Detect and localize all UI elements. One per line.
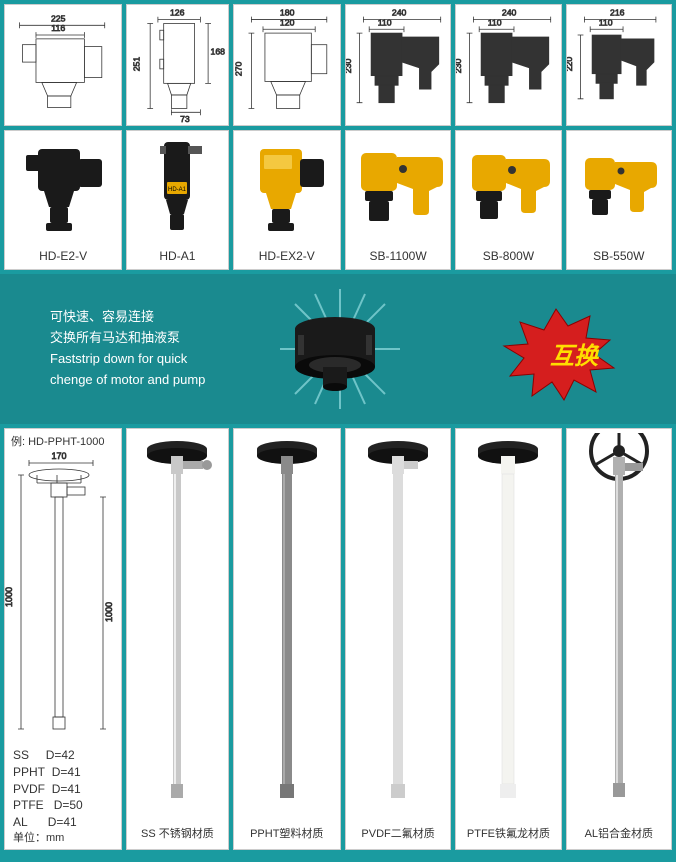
banner-line1: 可快速、容易连接 xyxy=(50,307,260,328)
svg-text:168: 168 xyxy=(211,46,226,56)
banner-text-block: 可快速、容易连接 交换所有马达和抽液泵 Faststrip down for q… xyxy=(0,307,260,390)
banner-line4: chenge of motor and pump xyxy=(50,370,260,391)
product-hd-ex2-v: HD-EX2-V xyxy=(233,130,341,270)
svg-text:180: 180 xyxy=(280,8,295,18)
svg-text:1000: 1000 xyxy=(5,587,14,607)
svg-text:73: 73 xyxy=(180,114,190,124)
svg-text:240: 240 xyxy=(502,8,517,18)
product-hd-a1: HD-A1 HD-A1 xyxy=(126,130,228,270)
banner-line2: 交换所有马达和抽液泵 xyxy=(50,328,260,349)
diagram-sb-550w: 216 110 220 xyxy=(566,4,672,126)
diagram-hd-ex2-v: 180 120 270 xyxy=(233,4,341,126)
material-label: PPHT塑料材质 xyxy=(250,817,323,849)
diagram-row: 225 116 126 73 xyxy=(0,0,676,126)
svg-text:HD-A1: HD-A1 xyxy=(168,187,187,193)
spec-diagram-cell: 例: HD-PPHT-1000 170 1000 1000 SS D=42 PP… xyxy=(4,428,122,850)
diagram-sb-800w: 240 110 230 xyxy=(455,4,561,126)
material-label: AL铝合金材质 xyxy=(585,817,653,849)
product-sb-800w: SB-800W xyxy=(455,130,561,270)
material-label: SS 不锈钢材质 xyxy=(141,817,214,849)
svg-text:120: 120 xyxy=(280,17,295,27)
tube-ppht: PPHT塑料材质 xyxy=(233,428,341,850)
interchange-banner: 可快速、容易连接 交换所有马达和抽液泵 Faststrip down for q… xyxy=(0,274,676,424)
coupling-icon xyxy=(280,309,390,394)
model-label: HD-A1 xyxy=(159,245,195,269)
star-label: 互换 xyxy=(550,336,598,371)
product-photo-row: HD-E2-V HD-A1 HD-A1 xyxy=(0,126,676,274)
svg-text:110: 110 xyxy=(378,17,392,27)
svg-text:116: 116 xyxy=(51,23,65,33)
spec-diameter-table: SS D=42 PPHT D=41 PVDF D=41 PTFE D=50 AL… xyxy=(13,747,83,831)
model-label: HD-E2-V xyxy=(39,245,87,269)
svg-text:1000: 1000 xyxy=(104,602,114,622)
diagram-hd-a1: 126 73 168 251 xyxy=(126,4,228,126)
product-sb-550w: SB-550W xyxy=(566,130,672,270)
model-label: SB-550W xyxy=(593,245,644,269)
model-label: HD-EX2-V xyxy=(259,245,315,269)
svg-text:230: 230 xyxy=(346,59,353,74)
material-label: PTFE铁氟龙材质 xyxy=(467,817,550,849)
svg-text:110: 110 xyxy=(598,17,612,27)
svg-text:220: 220 xyxy=(567,57,574,72)
material-label: PVDF二氟材质 xyxy=(361,817,434,849)
banner-line3: Faststrip down for quick xyxy=(50,349,260,370)
svg-text:270: 270 xyxy=(234,61,244,76)
svg-text:251: 251 xyxy=(132,57,142,72)
model-label: SB-1100W xyxy=(370,245,427,269)
product-hd-e2-v: HD-E2-V xyxy=(4,130,122,270)
tube-al: AL铝合金材质 xyxy=(566,428,672,850)
tube-pvdf: PVDF二氟材质 xyxy=(345,428,451,850)
svg-text:170: 170 xyxy=(51,451,66,461)
svg-text:110: 110 xyxy=(488,17,502,27)
tube-ss: SS 不锈钢材质 xyxy=(126,428,228,850)
svg-text:126: 126 xyxy=(170,8,185,18)
product-sb-1100w: SB-1100W xyxy=(345,130,451,270)
diagram-hd-e2-v: 225 116 xyxy=(4,4,122,126)
tube-row: 例: HD-PPHT-1000 170 1000 1000 SS D=42 PP… xyxy=(0,424,676,854)
svg-text:216: 216 xyxy=(610,8,625,18)
spec-unit: 单位：mm xyxy=(13,829,64,845)
model-label: SB-800W xyxy=(483,245,534,269)
svg-text:230: 230 xyxy=(456,59,463,74)
diagram-sb-1100w: 240 110 230 xyxy=(345,4,451,126)
tube-ptfe: PTFE铁氟龙材质 xyxy=(455,428,561,850)
svg-text:240: 240 xyxy=(392,8,407,18)
svg-text:225: 225 xyxy=(51,13,66,23)
